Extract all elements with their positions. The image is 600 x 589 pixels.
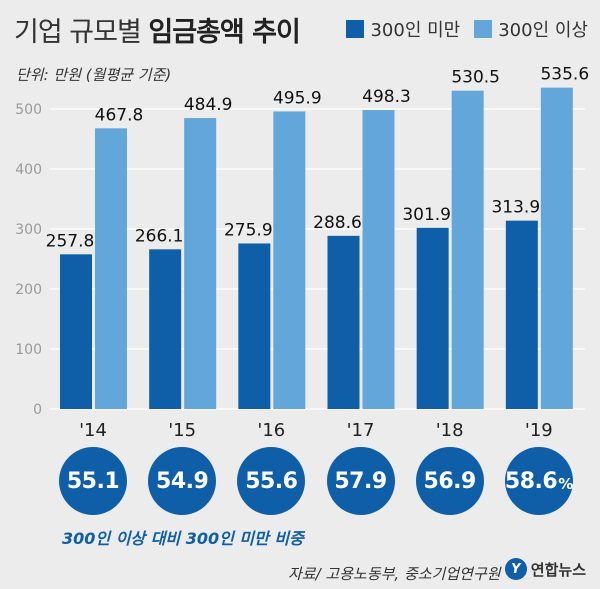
- data-label: 288.6: [313, 213, 362, 233]
- bar-over-300: [540, 87, 573, 409]
- brand: Y 연합뉴스: [504, 558, 586, 580]
- bar-over-300: [184, 118, 217, 409]
- ratio-circle: 54.9: [148, 447, 217, 515]
- y-tick-label: 400: [15, 162, 42, 178]
- ratio-value: 55.6: [245, 468, 298, 494]
- bar-under-300: [505, 220, 538, 409]
- data-label: 530.5: [451, 68, 500, 88]
- bar-over-300: [362, 110, 395, 410]
- ratio-value: 58.6: [504, 468, 558, 494]
- data-label: 257.8: [46, 231, 95, 251]
- brand-name: 연합뉴스: [530, 560, 586, 579]
- data-label: 275.9: [224, 220, 273, 240]
- ratio-value: 55.1: [66, 468, 120, 494]
- legend-label-over-300: 300인 이상: [498, 20, 588, 41]
- ratio-value: 54.9: [156, 468, 209, 494]
- bar-over-300: [451, 90, 484, 409]
- bar-under-300: [238, 243, 271, 409]
- legend-item-under-300: 300인 미만: [346, 16, 460, 42]
- title-normal: 기업 규모별: [14, 17, 142, 48]
- ratio-row: 55.1 54.9 55.6 57.9 56.9 58.6%: [0, 447, 600, 517]
- bar-under-300: [149, 249, 182, 409]
- legend-swatch-light: [474, 20, 493, 38]
- bar-over-300: [95, 128, 127, 409]
- x-tick-label: '18: [436, 420, 464, 441]
- ratio-circle: 55.6: [237, 447, 306, 515]
- ratio-value: 57.9: [334, 468, 387, 494]
- x-tick-label: '17: [347, 420, 375, 441]
- legend: 300인 미만 300인 이상: [346, 16, 588, 42]
- brand-logo-icon: Y: [504, 558, 527, 580]
- data-label: 266.1: [135, 226, 184, 246]
- ratio-value: 56.9: [423, 468, 477, 494]
- y-tick-label: 100: [15, 342, 42, 358]
- data-label: 313.9: [491, 198, 540, 218]
- x-tick-label: '19: [525, 420, 553, 441]
- bar-under-300: [327, 235, 360, 409]
- y-tick-label: 300: [15, 222, 42, 238]
- bar-under-300: [416, 227, 449, 409]
- source-note: 자료/ 고용노동부, 중소기업연구원: [288, 565, 501, 583]
- data-label: 495.9: [273, 88, 322, 108]
- legend-item-over-300: 300인 이상: [474, 16, 588, 42]
- ratio-percent-sign: %: [558, 474, 573, 493]
- chart-title: 기업 규모별 임금총액 추이: [14, 10, 301, 49]
- ratio-circle: 57.9: [326, 447, 395, 515]
- x-tick-label: '14: [79, 420, 107, 441]
- legend-swatch-dark: [346, 20, 365, 38]
- ratio-circle: 55.1: [59, 447, 127, 515]
- y-tick-label: 200: [15, 282, 42, 298]
- title-bold: 임금총액 추이: [148, 17, 300, 48]
- bar-over-300: [273, 111, 306, 410]
- legend-label-under-300: 300인 미만: [370, 20, 461, 41]
- data-label: 498.3: [362, 87, 411, 107]
- x-tick-label: '15: [168, 420, 196, 441]
- bar-chart: 0 100 200 300 400 500 257.8 467.8 '14 266.1 484.9 '…: [15, 65, 589, 441]
- data-label: 301.9: [402, 205, 451, 225]
- data-label: 484.9: [184, 95, 233, 115]
- unit-note: 단위: 만원 (월평균 기준): [16, 66, 172, 84]
- ratio-note: 300인 이상 대비 300인 미만 비중: [62, 529, 304, 548]
- bar-under-300: [60, 254, 92, 409]
- data-label: 535.6: [540, 65, 589, 85]
- y-tick-label: 0: [33, 402, 42, 418]
- y-tick-label: 500: [15, 102, 42, 118]
- x-tick-label: '16: [257, 420, 285, 441]
- ratio-circle: 56.9: [415, 447, 484, 515]
- data-label: 467.8: [95, 105, 144, 125]
- ratio-circle: 58.6%: [504, 447, 573, 515]
